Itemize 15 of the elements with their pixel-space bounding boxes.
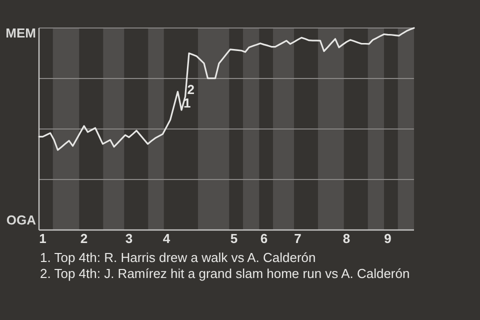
x-tick-label: 8 [342, 231, 350, 246]
annotation: 2 [187, 82, 194, 98]
x-tick-label: 7 [294, 231, 302, 246]
x-tick-label: 6 [260, 231, 268, 246]
x-tick-label: 2 [80, 231, 88, 246]
text: 1. Top 4th: R. Harris drew a walk vs A. Calderón [40, 250, 316, 265]
x-tick-label: 9 [384, 231, 392, 246]
annotation: 1 [184, 95, 191, 110]
x-tick-label: 4 [162, 231, 171, 246]
x-tick-label: 1 [39, 231, 46, 246]
x-tick-label: 3 [125, 231, 133, 246]
text: MEM [6, 25, 36, 40]
text: 2. Top 4th: J. Ramírez hit a grand slam home run vs A. Calderón [40, 266, 410, 281]
text: OGA [6, 212, 37, 228]
x-tick-label: 5 [230, 231, 238, 246]
